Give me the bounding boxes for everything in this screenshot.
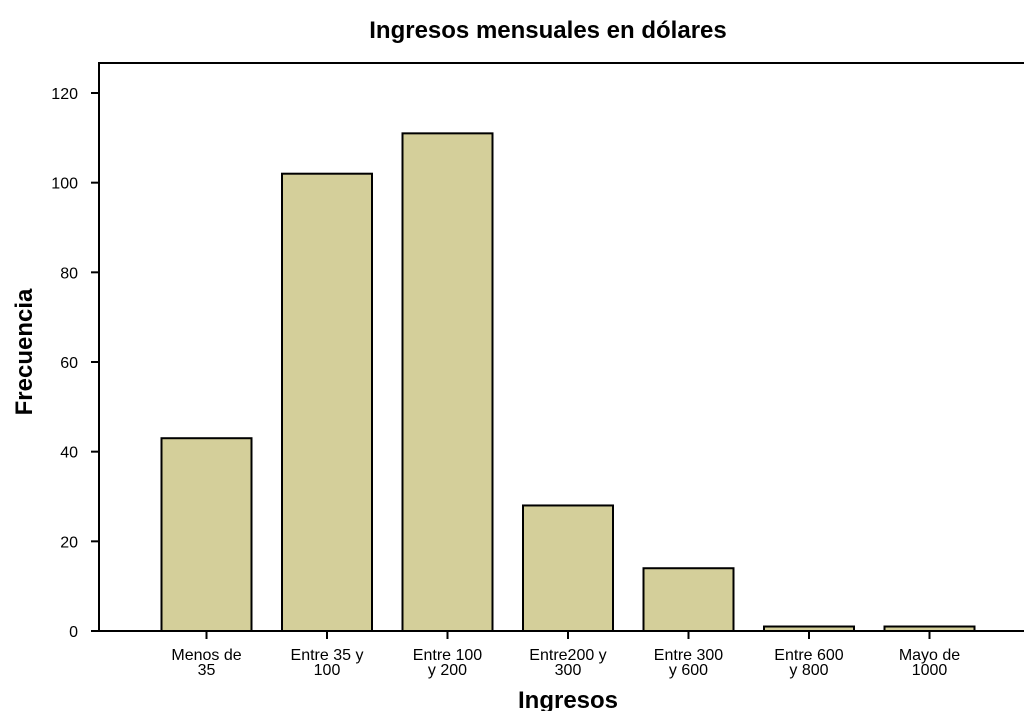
x-tick-label: Entre200 y 300 <box>529 647 606 679</box>
y-axis-title: Frecuencia <box>11 288 38 415</box>
x-tick-label: Entre 35 y 100 <box>291 647 364 679</box>
x-tick-label: Entre 600 y 800 <box>774 647 843 679</box>
y-tick-label: 80 <box>60 265 78 282</box>
bar <box>160 437 253 633</box>
chart-title: Ingresos mensuales en dólares <box>369 17 726 44</box>
plot-frame <box>98 62 1024 631</box>
y-tick-label: 0 <box>69 624 78 641</box>
y-tick-label: 60 <box>60 355 78 372</box>
bar <box>522 504 614 633</box>
x-tick-label: Entre 300 y 600 <box>654 647 723 679</box>
y-tick-label: 100 <box>51 176 78 193</box>
y-tick-label: 120 <box>51 86 78 103</box>
bar <box>281 172 373 632</box>
bar <box>642 567 735 633</box>
x-tick-label: Menos de 35 <box>171 647 241 679</box>
bar <box>401 132 494 632</box>
x-tick-label: Mayo de 1000 <box>899 647 960 679</box>
bar <box>883 625 976 632</box>
bar <box>763 625 855 632</box>
y-tick-label: 20 <box>60 534 78 551</box>
x-axis-title: Ingresos <box>518 687 618 711</box>
plot-area: 0 20 40 60 80 100 120 Menos de 35 Entre 35 y 100 En… <box>51 62 1024 679</box>
y-tick-label: 40 <box>60 445 78 462</box>
x-tick-label: Entre 100 y 200 <box>413 647 482 679</box>
